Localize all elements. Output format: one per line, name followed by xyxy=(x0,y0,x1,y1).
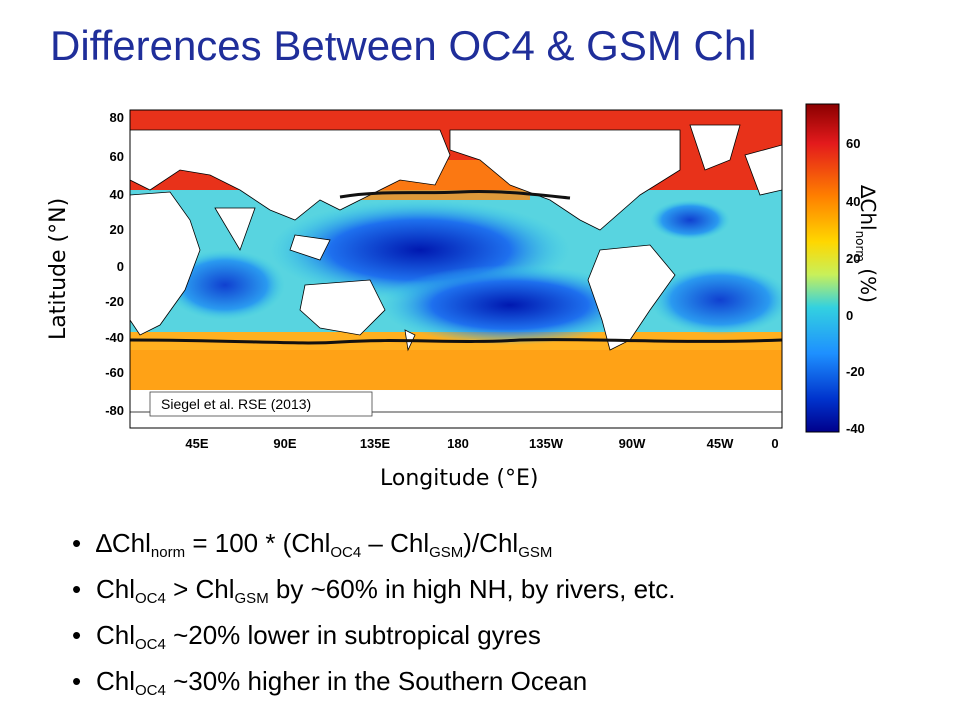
colorbar-label-sub: norm xyxy=(853,230,867,262)
bullet-item: ChlOC4 ~30% higher in the Southern Ocean xyxy=(72,658,675,704)
x-axis-ticks: 45E 90E 135E 180 135W 90W 45W 0 xyxy=(185,436,778,451)
bullet-subscript: GSM xyxy=(429,544,464,561)
bullet-text: ~20% lower in subtropical gyres xyxy=(165,620,541,650)
colorbar-tick: 60 xyxy=(846,136,860,151)
x-tick: 135W xyxy=(529,436,564,451)
y-tick: 0 xyxy=(117,259,124,274)
x-tick: 45E xyxy=(185,436,208,451)
bullet-text: by ~60% in high NH, by rivers, etc. xyxy=(268,574,676,604)
colorbar: 60 40 20 0 -20 -40 xyxy=(805,103,865,436)
x-tick: 90E xyxy=(273,436,296,451)
y-tick: 40 xyxy=(110,187,124,202)
bullet-subscript: OC4 xyxy=(135,636,166,653)
y-tick: 60 xyxy=(110,149,124,164)
bullet-item: ∆Chlnorm = 100 * (ChlOC4 – ChlGSM)/ChlGS… xyxy=(72,520,675,566)
x-axis-label: Longitude (°E) xyxy=(380,466,539,491)
colorbar-tick: -20 xyxy=(846,364,865,379)
citation-text: Siegel et al. RSE (2013) xyxy=(161,396,311,412)
colorbar-tick: 20 xyxy=(846,251,860,266)
colorbar-tick: 40 xyxy=(846,194,860,209)
bullet-subscript: OC4 xyxy=(330,544,362,561)
bullet-subscript: OC4 xyxy=(135,590,166,607)
colorbar-label-unit: (%) xyxy=(856,261,880,303)
bullet-text: Chl xyxy=(96,574,136,604)
citation-box: Siegel et al. RSE (2013) xyxy=(149,391,373,417)
bullet-text: ∆Chl xyxy=(96,528,151,558)
y-tick: 80 xyxy=(110,110,124,125)
bullet-subscript: GSM xyxy=(234,590,269,607)
bullet-text: Chl xyxy=(96,666,136,696)
bullet-text: – Chl xyxy=(361,528,430,558)
x-tick: 90W xyxy=(619,436,646,451)
bullet-item: ChlOC4 > ChlGSM by ~60% in high NH, by r… xyxy=(72,566,675,612)
bullet-text: Chl xyxy=(96,620,136,650)
slide-title: Differences Between OC4 & GSM Chl xyxy=(50,22,757,69)
bullet-subscript: OC4 xyxy=(135,682,166,699)
colorbar-label-main: ∆Chl xyxy=(856,185,880,231)
x-tick: 45W xyxy=(707,436,734,451)
y-tick: -80 xyxy=(105,403,124,418)
y-tick: -60 xyxy=(105,365,124,380)
y-tick: 20 xyxy=(110,222,124,237)
colorbar-label: ∆Chlnorm (%) xyxy=(853,185,880,303)
bullet-subscript: GSM xyxy=(518,544,553,561)
y-tick: -40 xyxy=(105,330,124,345)
y-axis-ticks: 80 60 40 20 0 -20 -40 -60 -80 xyxy=(105,110,124,418)
chlorophyll-difference-map: 80 60 40 20 0 -20 -40 -60 -80 45E 90E 13… xyxy=(105,103,865,451)
colorbar-tick: 0 xyxy=(846,308,853,323)
bullet-list: ∆Chlnorm = 100 * (ChlOC4 – ChlGSM)/ChlGS… xyxy=(72,520,675,704)
bullet-text: )/Chl xyxy=(463,528,519,558)
bullet-text: = 100 * (Chl xyxy=(185,528,331,558)
bullet-item: ChlOC4 ~20% lower in subtropical gyres xyxy=(72,612,675,658)
bullet-text: ~30% higher in the Southern Ocean xyxy=(165,666,588,696)
y-tick: -20 xyxy=(105,294,124,309)
bullet-text: > Chl xyxy=(165,574,235,604)
x-tick: 135E xyxy=(360,436,391,451)
bullet-subscript: norm xyxy=(150,544,186,561)
colorbar-tick: -40 xyxy=(846,421,865,436)
x-tick: 180 xyxy=(447,436,469,451)
x-tick: 0 xyxy=(771,436,778,451)
